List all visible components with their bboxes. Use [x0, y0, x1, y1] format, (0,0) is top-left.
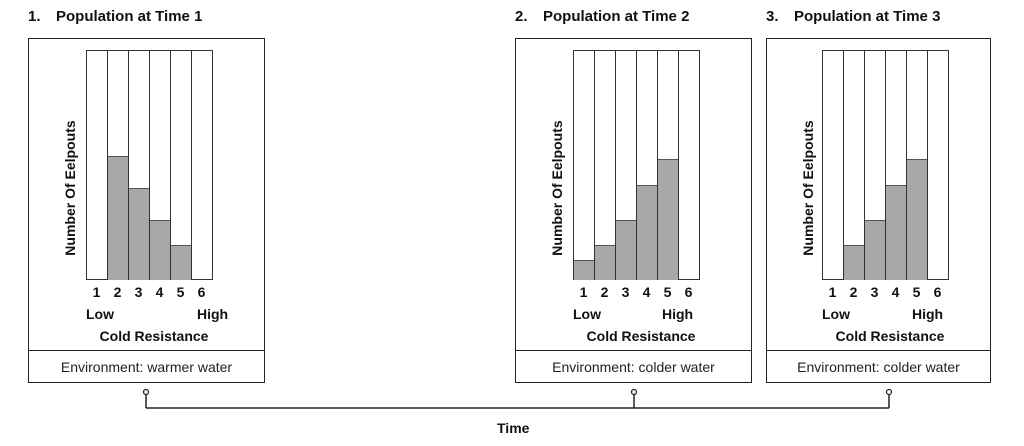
x-tick-label: 2 — [849, 284, 858, 300]
x-axis-label: Cold Resistance — [586, 328, 696, 344]
x-tick-label: 3 — [134, 284, 143, 300]
time-axis-label: Time — [497, 420, 530, 436]
low-label: Low — [822, 306, 850, 322]
bar-4 — [886, 185, 906, 280]
bar-column-6 — [678, 50, 700, 280]
bar-5 — [907, 159, 927, 280]
y-axis-label: Number Of Eelpouts — [800, 120, 816, 256]
x-tick-label: 2 — [113, 284, 122, 300]
bar-5 — [171, 245, 191, 280]
panel-number: 2. — [515, 8, 528, 25]
timeline-node-3 — [885, 388, 893, 396]
x-tick-label: 6 — [933, 284, 942, 300]
bar-column-1 — [573, 50, 595, 280]
x-tick-label: 5 — [912, 284, 921, 300]
bar-3 — [616, 220, 636, 280]
y-axis-label: Number Of Eelpouts — [549, 120, 565, 256]
bar-column-1 — [822, 50, 844, 280]
high-label: High — [197, 306, 229, 322]
panel-title-text: Population at Time 1 — [56, 8, 203, 25]
panel-number: 1. — [28, 8, 41, 25]
x-tick-label: 1 — [92, 284, 101, 300]
x-tick-label: 4 — [891, 284, 900, 300]
panel-title: 1. Population at Time 1 — [28, 8, 288, 28]
x-tick-label: 6 — [684, 284, 693, 300]
x-tick-label: 1 — [828, 284, 837, 300]
environment-label: Environment: colder water — [766, 350, 991, 383]
environment-label: Environment: colder water — [515, 350, 752, 383]
bar-2 — [844, 245, 864, 280]
low-label: Low — [573, 306, 601, 322]
panel-number: 3. — [766, 8, 779, 25]
x-tick-label: 5 — [663, 284, 672, 300]
environment-label: Environment: warmer water — [28, 350, 265, 383]
bar-3 — [129, 188, 149, 280]
bar-1 — [574, 260, 594, 280]
bar-3 — [865, 220, 885, 280]
x-axis-label: Cold Resistance — [99, 328, 209, 344]
y-axis-label: Number Of Eelpouts — [62, 120, 78, 256]
x-tick-label: 3 — [621, 284, 630, 300]
panel-title: 3. Population at Time 3 — [766, 8, 1024, 28]
bar-column-6 — [927, 50, 949, 280]
low-label: Low — [86, 306, 114, 322]
bar-2 — [595, 245, 615, 280]
x-tick-label: 6 — [197, 284, 206, 300]
x-tick-label: 5 — [176, 284, 185, 300]
high-label: High — [912, 306, 944, 322]
x-tick-label: 3 — [870, 284, 879, 300]
bar-2 — [108, 156, 128, 280]
x-axis-label: Cold Resistance — [835, 328, 945, 344]
bar-4 — [150, 220, 170, 280]
bar-column-1 — [86, 50, 108, 280]
bar-4 — [637, 185, 657, 280]
panel-title: 2. Population at Time 2 — [515, 8, 775, 28]
x-tick-label: 2 — [600, 284, 609, 300]
x-tick-label: 4 — [155, 284, 164, 300]
panel-title-text: Population at Time 3 — [794, 8, 941, 25]
timeline-node-2 — [630, 388, 638, 396]
x-tick-label: 1 — [579, 284, 588, 300]
panel-title-text: Population at Time 2 — [543, 8, 690, 25]
x-tick-label: 4 — [642, 284, 651, 300]
bar-column-6 — [191, 50, 213, 280]
bar-5 — [658, 159, 678, 280]
high-label: High — [662, 306, 694, 322]
timeline-node-1 — [142, 388, 150, 396]
